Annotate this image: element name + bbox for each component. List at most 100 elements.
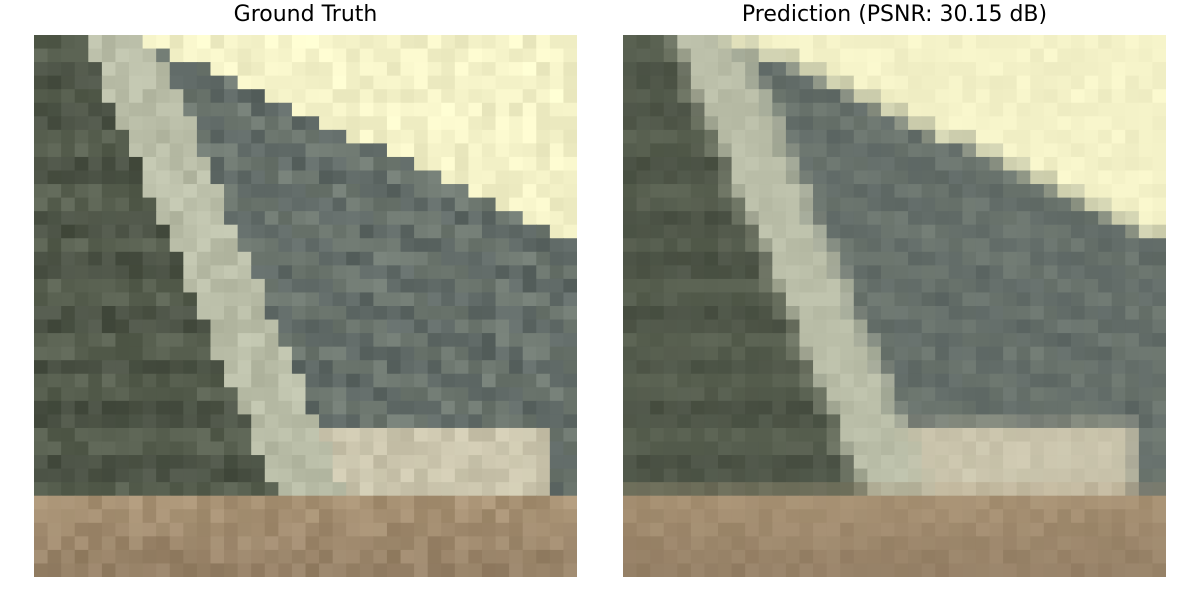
image-pixel-block <box>414 509 429 524</box>
image-pixel-block <box>237 48 252 63</box>
image-pixel-block <box>880 333 896 348</box>
image-pixel-block <box>1152 75 1166 90</box>
image-pixel-block <box>196 89 212 104</box>
image-pixel-block <box>853 75 868 90</box>
image-pixel-block <box>346 482 361 497</box>
image-pixel-block <box>1138 455 1154 470</box>
image-pixel-block <box>731 265 746 280</box>
image-pixel-block <box>799 170 814 185</box>
image-pixel-block <box>799 509 814 524</box>
image-pixel-block <box>278 373 293 388</box>
image-pixel-block <box>1070 360 1086 375</box>
image-pixel-block <box>373 62 388 77</box>
image-pixel-block <box>650 211 665 226</box>
image-pixel-block <box>427 495 442 510</box>
image-pixel-block <box>237 143 252 158</box>
image-pixel-block <box>291 373 307 388</box>
image-pixel-block <box>1057 360 1072 375</box>
image-pixel-block <box>1111 333 1126 348</box>
image-pixel-block <box>975 143 991 158</box>
image-pixel-block <box>1043 156 1058 172</box>
image-pixel-block <box>183 468 198 483</box>
image-pixel-block <box>224 482 239 497</box>
image-pixel-block <box>1016 400 1031 415</box>
image-pixel-block <box>935 333 950 348</box>
image-pixel-block <box>799 278 814 294</box>
image-pixel-block <box>74 129 89 144</box>
image-pixel-block <box>880 482 896 497</box>
image-pixel-block <box>636 224 651 239</box>
image-pixel-block <box>1003 346 1018 361</box>
image-pixel-block <box>210 387 225 402</box>
image-pixel-block <box>677 319 692 334</box>
image-pixel-block <box>731 306 746 321</box>
image-pixel-block <box>1043 75 1058 90</box>
image-pixel-block <box>962 278 977 294</box>
image-pixel-block <box>989 102 1004 117</box>
image-pixel-block <box>880 102 896 117</box>
image-pixel-block <box>1030 278 1045 294</box>
image-pixel-block <box>1125 48 1140 63</box>
image-pixel-block <box>853 563 868 577</box>
image-pixel-block <box>183 495 198 510</box>
image-pixel-block <box>894 333 909 348</box>
image-pixel-block <box>129 495 144 510</box>
image-pixel-block <box>690 224 706 239</box>
image-pixel-block <box>1138 346 1154 361</box>
image-pixel-block <box>359 468 374 483</box>
image-pixel-block <box>129 373 144 388</box>
image-pixel-block <box>785 292 801 307</box>
image-pixel-block <box>47 102 62 117</box>
image-pixel-block <box>867 116 882 131</box>
image-pixel-block <box>251 170 266 185</box>
image-pixel-block <box>962 89 977 104</box>
image-pixel-block <box>264 197 279 212</box>
image-pixel-block <box>908 360 923 375</box>
image-pixel-block <box>400 265 415 280</box>
image-pixel-block <box>509 400 524 415</box>
image-pixel-block <box>1152 129 1166 144</box>
image-pixel-block <box>481 224 497 239</box>
image-pixel-block <box>948 102 963 117</box>
image-pixel-block <box>305 278 320 294</box>
image-pixel-block <box>935 319 950 334</box>
image-pixel-block <box>663 495 678 510</box>
image-pixel-block <box>129 143 144 158</box>
image-pixel-block <box>1111 75 1126 90</box>
image-pixel-block <box>549 197 565 212</box>
image-pixel-block <box>908 292 923 307</box>
image-pixel-block <box>115 197 130 212</box>
image-pixel-block <box>880 156 896 172</box>
image-pixel-block <box>1057 306 1072 321</box>
image-pixel-block <box>522 346 537 361</box>
image-pixel-block <box>813 238 828 253</box>
image-pixel-block <box>563 373 577 388</box>
image-pixel-block <box>305 522 320 537</box>
image-pixel-block <box>142 495 157 510</box>
image-pixel-block <box>840 143 855 158</box>
image-pixel-block <box>169 48 184 63</box>
image-pixel-block <box>563 129 577 144</box>
image-pixel-block <box>373 495 388 510</box>
image-pixel-block <box>454 400 469 415</box>
image-pixel-block <box>840 292 855 307</box>
image-pixel-block <box>1043 211 1058 226</box>
image-pixel-block <box>690 211 706 226</box>
image-pixel-block <box>414 333 429 348</box>
image-pixel-block <box>894 482 909 497</box>
image-pixel-block <box>704 495 719 510</box>
image-pixel-block <box>1098 468 1113 483</box>
image-pixel-block <box>1084 143 1099 158</box>
image-pixel-block <box>210 238 225 253</box>
image-pixel-block <box>251 387 266 402</box>
image-pixel-block <box>704 455 719 470</box>
image-pixel-block <box>745 360 760 375</box>
image-pixel-block <box>47 563 62 577</box>
image-pixel-block <box>690 251 706 266</box>
image-pixel-block <box>373 129 388 144</box>
image-pixel-block <box>332 102 347 117</box>
image-pixel-block <box>156 319 171 334</box>
image-pixel-block <box>894 238 909 253</box>
image-pixel-block <box>962 468 977 483</box>
image-pixel-block <box>1098 251 1113 266</box>
